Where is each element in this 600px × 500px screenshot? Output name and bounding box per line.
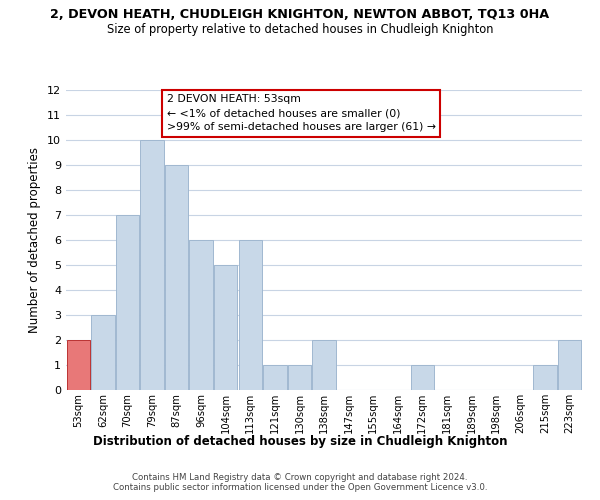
Bar bbox=[165, 165, 188, 390]
Bar bbox=[190, 240, 213, 390]
Bar bbox=[239, 240, 262, 390]
Text: Distribution of detached houses by size in Chudleigh Knighton: Distribution of detached houses by size … bbox=[93, 435, 507, 448]
Bar bbox=[67, 340, 90, 390]
Bar bbox=[410, 365, 434, 390]
Bar bbox=[263, 365, 287, 390]
Text: 2, DEVON HEATH, CHUDLEIGH KNIGHTON, NEWTON ABBOT, TQ13 0HA: 2, DEVON HEATH, CHUDLEIGH KNIGHTON, NEWT… bbox=[50, 8, 550, 20]
Bar bbox=[140, 140, 164, 390]
Bar bbox=[558, 340, 581, 390]
Text: 2 DEVON HEATH: 53sqm
← <1% of detached houses are smaller (0)
>99% of semi-detac: 2 DEVON HEATH: 53sqm ← <1% of detached h… bbox=[167, 94, 436, 132]
Text: Contains public sector information licensed under the Open Government Licence v3: Contains public sector information licen… bbox=[113, 484, 487, 492]
Text: Size of property relative to detached houses in Chudleigh Knighton: Size of property relative to detached ho… bbox=[107, 22, 493, 36]
Y-axis label: Number of detached properties: Number of detached properties bbox=[28, 147, 41, 333]
Bar bbox=[116, 215, 139, 390]
Text: Contains HM Land Registry data © Crown copyright and database right 2024.: Contains HM Land Registry data © Crown c… bbox=[132, 472, 468, 482]
Bar bbox=[214, 265, 238, 390]
Bar bbox=[313, 340, 335, 390]
Bar bbox=[533, 365, 557, 390]
Bar bbox=[288, 365, 311, 390]
Bar bbox=[91, 315, 115, 390]
